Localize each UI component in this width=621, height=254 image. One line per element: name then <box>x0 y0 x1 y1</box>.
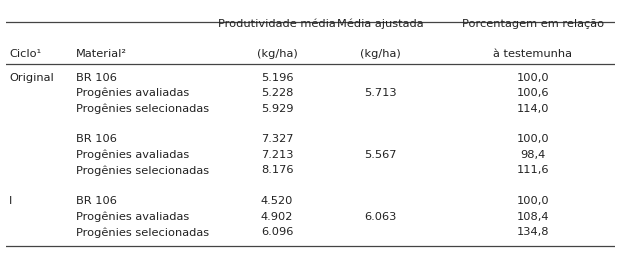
Text: Progênies selecionadas: Progênies selecionadas <box>76 103 209 113</box>
Text: 5.228: 5.228 <box>261 88 293 98</box>
Text: Produtividade média: Produtividade média <box>218 19 336 29</box>
Text: 5.929: 5.929 <box>261 103 293 113</box>
Text: 6.096: 6.096 <box>261 227 293 236</box>
Text: 100,6: 100,6 <box>517 88 549 98</box>
Text: 7.213: 7.213 <box>261 149 293 159</box>
Text: 100,0: 100,0 <box>516 134 549 144</box>
Text: BR 106: BR 106 <box>76 72 117 82</box>
Text: 5.567: 5.567 <box>365 149 397 159</box>
Text: Progênies selecionadas: Progênies selecionadas <box>76 165 209 175</box>
Text: Progênies selecionadas: Progênies selecionadas <box>76 226 209 237</box>
Text: 5.196: 5.196 <box>261 72 293 82</box>
Text: 8.176: 8.176 <box>261 165 293 175</box>
Text: Progênies avaliadas: Progênies avaliadas <box>76 149 189 160</box>
Text: Ciclo¹: Ciclo¹ <box>9 49 42 58</box>
Text: Progênies avaliadas: Progênies avaliadas <box>76 87 189 98</box>
Text: 134,8: 134,8 <box>517 227 549 236</box>
Text: Material²: Material² <box>76 49 127 58</box>
Text: 108,4: 108,4 <box>517 211 549 221</box>
Text: (kg/ha): (kg/ha) <box>360 49 401 58</box>
Text: BR 106: BR 106 <box>76 196 117 206</box>
Text: 5.713: 5.713 <box>364 88 397 98</box>
Text: Progênies avaliadas: Progênies avaliadas <box>76 211 189 221</box>
Text: 111,6: 111,6 <box>517 165 549 175</box>
Text: à testemunha: à testemunha <box>493 49 572 58</box>
Text: 4.520: 4.520 <box>261 196 293 206</box>
Text: 4.902: 4.902 <box>261 211 293 221</box>
Text: 98,4: 98,4 <box>520 149 545 159</box>
Text: Média ajustada: Média ajustada <box>337 18 424 29</box>
Text: (kg/ha): (kg/ha) <box>256 49 297 58</box>
Text: Porcentagem em relação: Porcentagem em relação <box>461 19 604 29</box>
Text: I: I <box>9 196 12 206</box>
Text: 100,0: 100,0 <box>516 72 549 82</box>
Text: 6.063: 6.063 <box>365 211 397 221</box>
Text: 7.327: 7.327 <box>261 134 293 144</box>
Text: 100,0: 100,0 <box>516 196 549 206</box>
Text: Original: Original <box>9 72 54 82</box>
Text: BR 106: BR 106 <box>76 134 117 144</box>
Text: 114,0: 114,0 <box>517 103 549 113</box>
